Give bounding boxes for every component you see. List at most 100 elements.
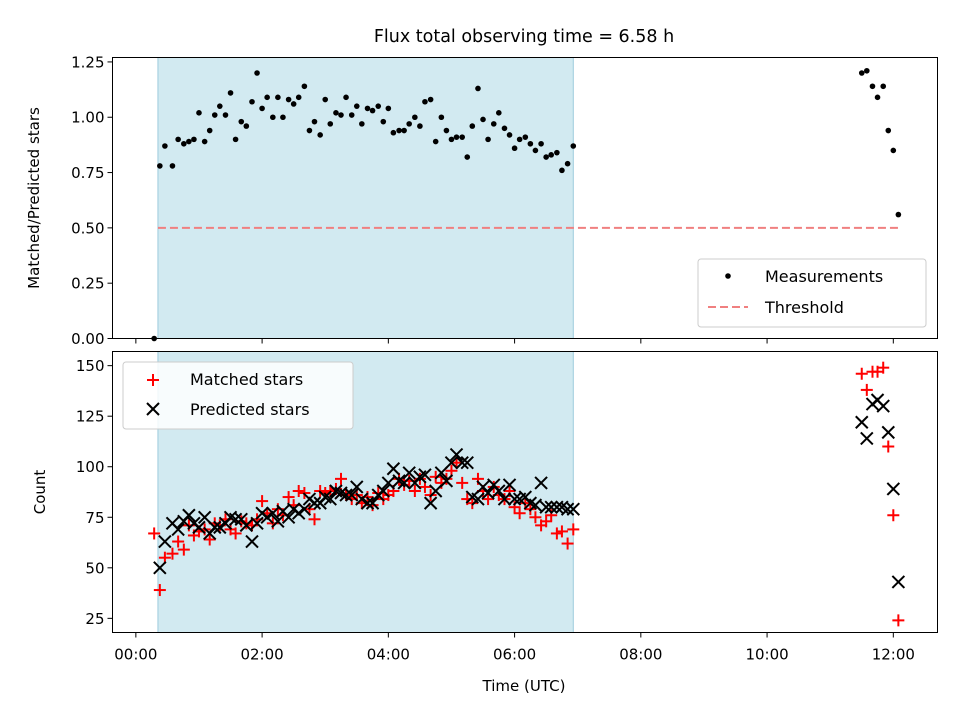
measurement-point (206, 127, 213, 134)
predicted-star-point (886, 482, 901, 496)
measurement-point (191, 136, 197, 143)
measurement-point (306, 127, 313, 134)
predicted-star-point (860, 431, 874, 446)
measurement-point (369, 107, 376, 114)
matched-star-point (882, 440, 895, 453)
measurement-point (311, 118, 318, 125)
measurement-point (532, 147, 539, 154)
predicted-star-point (345, 488, 359, 502)
measurement-point (453, 134, 460, 140)
predicted-star-point (497, 492, 512, 506)
matched-star-point (282, 491, 295, 504)
measurement-point (275, 94, 281, 101)
measurement-point (422, 98, 428, 105)
predicted-star-point (434, 466, 449, 480)
matched-stars-legend-marker (147, 374, 159, 386)
measurement-point (548, 152, 554, 158)
measurement-point (864, 67, 870, 74)
measurement-point (348, 112, 355, 118)
measurement-point (290, 101, 297, 107)
predicted-star-point (560, 502, 575, 516)
predicted-star-point (381, 476, 396, 490)
predicted-star-point (260, 510, 274, 524)
x-tick-label: 04:00 (367, 646, 410, 664)
measurement-point (427, 96, 434, 103)
matched-star-point (466, 497, 479, 510)
measurement-point (527, 140, 534, 147)
predicted-star-point (266, 506, 280, 520)
x-tick-label: 12:00 (872, 646, 915, 664)
predicted-star-point (213, 520, 227, 535)
measurement-point (858, 70, 865, 76)
predicted-star-point (245, 534, 259, 549)
bottom-panel: 25 50 75 100 125 150 00:00 02:00 04:00 06:00 08:0… (31, 351, 938, 695)
x-tick-label: 00:00 (114, 646, 157, 664)
measurement-point (364, 105, 371, 112)
predicted-star-point (481, 486, 495, 500)
predicted-star-point (192, 520, 206, 535)
matched-star-point (540, 515, 553, 528)
measurement-point (570, 143, 577, 149)
measurement-point (343, 94, 349, 101)
measurement-point (227, 90, 234, 96)
measurement-point (249, 98, 255, 105)
matched-star-point (308, 513, 321, 526)
predicted-star-point (350, 480, 364, 494)
measurement-point (448, 136, 455, 143)
measurement-point (895, 211, 902, 218)
measurement-point (322, 96, 329, 103)
measurement-point (338, 112, 344, 118)
y-tick-label: 1.25 (71, 53, 104, 71)
measurement-point (333, 110, 339, 116)
measurement-point (222, 112, 229, 118)
matched-star-point (550, 527, 563, 540)
predicted-star-point (339, 488, 353, 502)
matched-star-point (148, 527, 161, 540)
bottom-legend: Matched stars Predicted stars (122, 361, 354, 430)
predicted-star-point (492, 484, 506, 498)
measurement-point (506, 132, 513, 138)
measurement-point (869, 83, 876, 90)
predicted-star-point (428, 484, 443, 498)
matched-star-point (203, 533, 216, 546)
measurement-point (317, 132, 323, 138)
predicted-star-point (158, 534, 172, 549)
bottom-panel-frame (112, 351, 938, 633)
measurement-point (496, 110, 502, 116)
predicted-star-point (360, 496, 375, 510)
measurement-point (359, 121, 365, 127)
matched-star-point (292, 484, 305, 497)
matched-star-point (529, 511, 542, 524)
top-observing-span (157, 57, 574, 339)
measurement-point (885, 127, 892, 134)
measurement-point (327, 121, 334, 127)
measurement-point (511, 145, 518, 152)
measurement-point (385, 105, 392, 112)
matched-star-point (229, 527, 242, 540)
measurement-point (406, 121, 412, 127)
predicted-star-point (423, 496, 438, 510)
predicted-star-point (455, 455, 469, 470)
predicted-star-point (323, 492, 337, 506)
top-panel-frame (112, 57, 938, 339)
matched-star-point (256, 495, 269, 508)
predicted-star-point (197, 510, 212, 524)
measurement-point (232, 136, 239, 143)
matched-star-point (429, 470, 442, 483)
predicted-star-point (355, 492, 369, 506)
y-tick-label: 50 (85, 559, 104, 577)
bottom-y-axis-ticks: 25 50 75 100 125 150 (76, 357, 113, 628)
matched-star-point (561, 537, 574, 550)
measurement-point (874, 94, 881, 101)
matched-star-point (567, 523, 580, 536)
measurement-point (186, 138, 192, 145)
predicted-stars-legend-label: Predicted stars (190, 400, 310, 419)
predicted-star-point (281, 510, 296, 524)
predicted-star-point (397, 476, 411, 490)
bottom-x-axis-ticks: 00:00 02:00 04:00 06:00 08:00 10:00 12:00 (114, 632, 915, 664)
measurement-point (543, 154, 549, 160)
predicted-star-point (307, 496, 322, 510)
predicted-stars-points (153, 393, 906, 589)
measurement-point (475, 85, 481, 92)
y-tick-label: 1.00 (71, 109, 104, 127)
